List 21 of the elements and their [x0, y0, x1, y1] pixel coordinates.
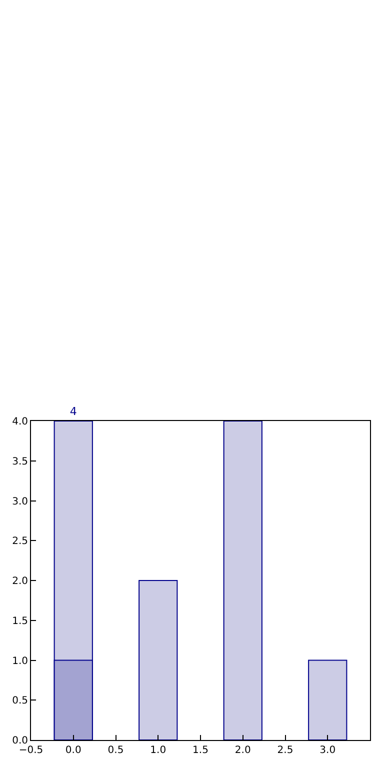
y-tick-label: 3.5	[12, 456, 28, 468]
x-tick-label: 2.0	[234, 745, 251, 756]
x-tick-label: 1.5	[192, 745, 208, 756]
x-tick-label: 3.0	[320, 745, 336, 756]
y-tick-label: 0.0	[12, 736, 28, 746]
bar	[223, 421, 262, 740]
y-tick-label: 2.0	[12, 576, 28, 587]
y-tick-label: 4.0	[12, 416, 28, 428]
data-label: 4	[70, 405, 77, 418]
x-tick-label: 0.0	[65, 745, 82, 756]
bar	[138, 580, 178, 740]
y-tick-label: 3.0	[12, 496, 28, 508]
y-tick-label: 2.5	[12, 536, 28, 548]
bar	[308, 660, 348, 740]
y-tick-label: 1.0	[12, 656, 28, 667]
y-tick-label: 0.5	[12, 696, 28, 707]
x-tick-label: −0.5	[18, 745, 44, 756]
x-tick-label: 1.0	[150, 745, 166, 756]
y-tick-label: 1.5	[12, 616, 28, 627]
x-tick-label: 2.5	[277, 745, 294, 756]
x-tick-label: 0.5	[108, 745, 124, 756]
